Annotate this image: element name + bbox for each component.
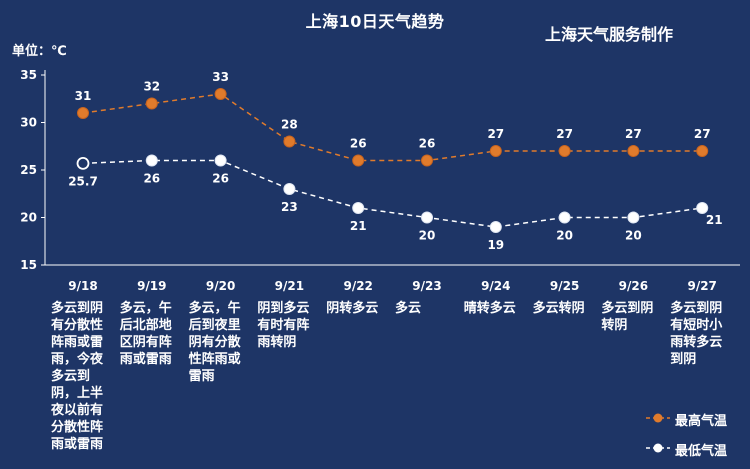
x-tick-label: 9/23 bbox=[412, 279, 441, 293]
y-tick-label: 30 bbox=[20, 116, 37, 130]
x-tick-label: 9/26 bbox=[619, 279, 648, 293]
y-tick-label: 15 bbox=[20, 258, 37, 272]
data-point-high bbox=[558, 145, 571, 157]
legend-high-swatch bbox=[646, 413, 670, 423]
data-label-low: 20 bbox=[556, 229, 573, 243]
x-tick-label: 9/25 bbox=[550, 279, 579, 293]
data-point-high bbox=[489, 145, 502, 157]
unit-label: 单位：℃ bbox=[12, 44, 67, 59]
x-tick-label: 9/24 bbox=[481, 279, 510, 293]
data-label-high: 32 bbox=[143, 80, 160, 94]
y-tick-label: 20 bbox=[20, 211, 37, 225]
data-label-low: 23 bbox=[281, 200, 298, 214]
data-point-high bbox=[214, 88, 227, 100]
x-tick-label: 9/22 bbox=[343, 279, 372, 293]
data-point-low bbox=[421, 211, 433, 224]
data-point-low bbox=[627, 211, 640, 224]
data-label-low: 20 bbox=[625, 229, 642, 243]
x-tick-label: 9/21 bbox=[275, 279, 304, 293]
data-point-low bbox=[696, 202, 709, 214]
y-tick-label: 35 bbox=[20, 68, 37, 82]
x-tick-label: 9/20 bbox=[206, 279, 235, 293]
data-label-high: 27 bbox=[694, 127, 711, 141]
data-point-low bbox=[352, 202, 365, 214]
data-label-low: 26 bbox=[212, 172, 229, 186]
data-label-high: 31 bbox=[75, 89, 92, 103]
data-point-high bbox=[145, 97, 158, 110]
data-label-high: 26 bbox=[350, 137, 367, 151]
data-point-high bbox=[421, 154, 433, 167]
credit-text: 上海天气服务制作 bbox=[545, 25, 674, 44]
data-label-high: 28 bbox=[281, 118, 298, 132]
legend-high-label: 最高气温 bbox=[675, 414, 728, 429]
series-line-high bbox=[82, 93, 703, 162]
data-label-low: 20 bbox=[419, 229, 436, 243]
x-tick-label: 9/18 bbox=[68, 279, 97, 293]
data-label-low: 26 bbox=[143, 172, 160, 186]
legend-low-label: 最低气温 bbox=[675, 444, 728, 459]
data-label-low: 19 bbox=[487, 238, 504, 252]
series-line-low bbox=[82, 159, 703, 228]
y-tick-label: 25 bbox=[20, 163, 37, 177]
data-label-low: 25.7 bbox=[68, 174, 98, 188]
data-point-low bbox=[489, 221, 502, 233]
data-label-high: 27 bbox=[625, 127, 642, 141]
data-point-low bbox=[558, 211, 571, 224]
data-point-high bbox=[77, 107, 89, 119]
data-point-high bbox=[352, 154, 365, 167]
data-point-low bbox=[214, 154, 227, 167]
chart-title: 上海10日天气趋势 bbox=[305, 12, 445, 31]
data-label-high: 27 bbox=[487, 127, 504, 141]
x-tick-label: 9/19 bbox=[137, 279, 166, 293]
legend-low-swatch bbox=[646, 443, 670, 453]
data-point-low bbox=[145, 154, 158, 167]
data-point-low bbox=[283, 183, 296, 195]
data-label-low: 21 bbox=[706, 213, 723, 227]
data-point-high bbox=[283, 135, 296, 148]
data-point-high bbox=[696, 145, 709, 157]
data-label-high: 33 bbox=[212, 70, 229, 84]
x-tick-label: 9/27 bbox=[687, 279, 716, 293]
data-point-low bbox=[76, 156, 90, 170]
data-label-low: 21 bbox=[350, 219, 367, 233]
data-label-high: 27 bbox=[556, 127, 573, 141]
data-point-high bbox=[627, 145, 640, 157]
data-label-high: 26 bbox=[419, 137, 436, 151]
